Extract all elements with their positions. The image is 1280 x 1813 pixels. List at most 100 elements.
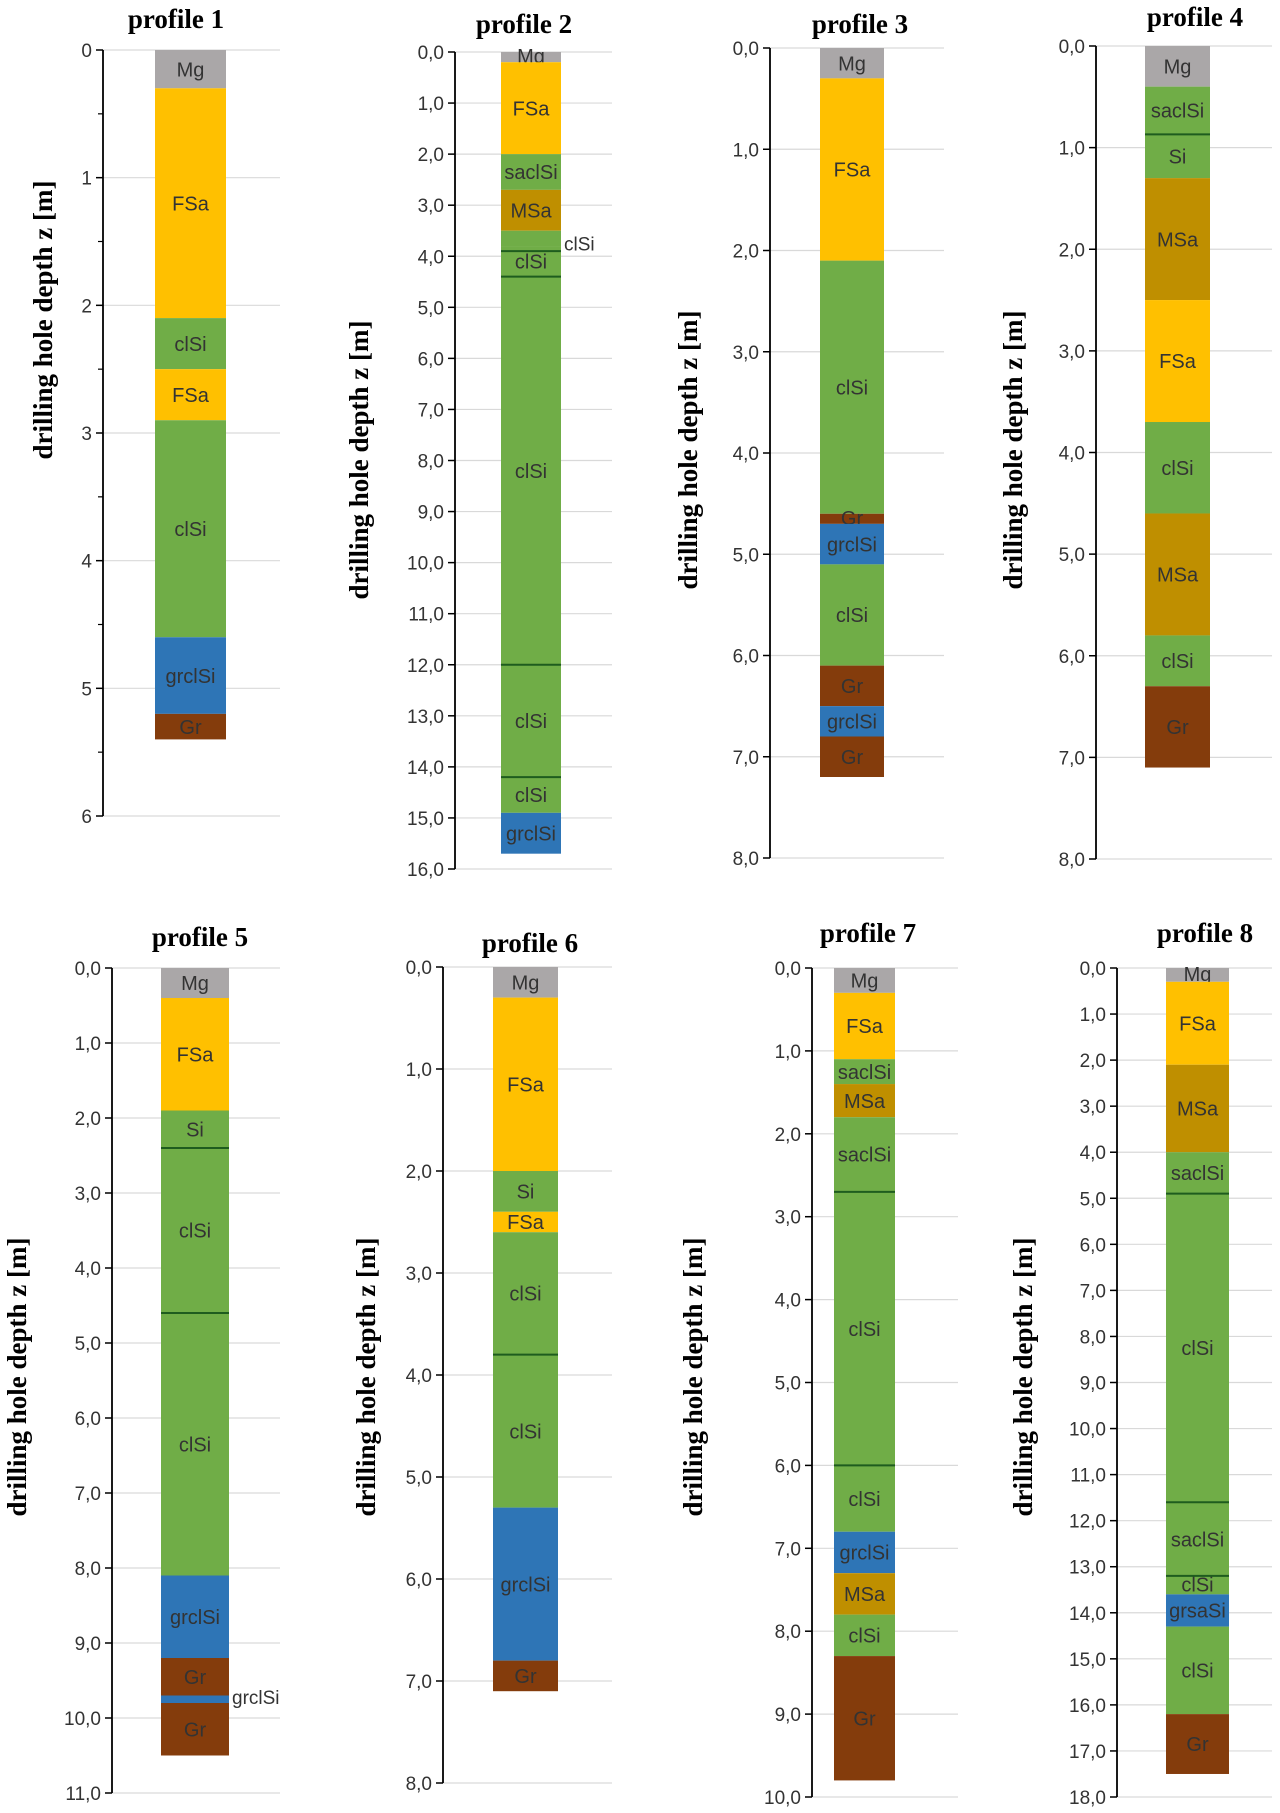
chart-title: profile 2 xyxy=(476,9,572,39)
tick-label: 0,0 xyxy=(1059,37,1085,58)
y-axis-label: drilling hole depth z [m] xyxy=(998,310,1028,589)
layer-grsaSi xyxy=(1166,1594,1229,1627)
layer-label: grclSi xyxy=(827,534,877,556)
layer-MSa xyxy=(1145,513,1210,636)
tick-label: 1 xyxy=(81,169,92,190)
layer-label: Si xyxy=(1169,146,1187,168)
tick-label: 8,0 xyxy=(418,452,444,473)
tick-label: 9,0 xyxy=(418,503,444,524)
tick-label: 2,0 xyxy=(418,145,444,166)
layer-grclSi xyxy=(493,1507,558,1661)
layer-label: clSi xyxy=(515,785,547,807)
layer-saclSi xyxy=(1166,1152,1229,1194)
layer-label: clSi xyxy=(174,334,206,356)
layer-label: FSa xyxy=(1159,351,1197,373)
y-axis-label: drilling hole depth z [m] xyxy=(1008,1237,1038,1516)
tick-label: 2,0 xyxy=(1080,1051,1106,1072)
tick-label: 5,0 xyxy=(1080,1189,1106,1210)
layer-label: Mg xyxy=(1184,964,1212,986)
layer-Mg xyxy=(161,968,229,998)
layer-label: MSa xyxy=(1157,229,1199,251)
tick-label: 5,0 xyxy=(775,1374,801,1395)
profile-chart-3: profile 3 drilling hole depth z [m] 0,0 1,0… xyxy=(673,9,944,870)
layer-label: saclSi xyxy=(1171,1529,1224,1551)
profile-chart-2: profile 2 drilling hole depth z [m] 0,0 1,0… xyxy=(344,9,612,881)
layer-clSi xyxy=(1145,422,1210,514)
layer-clSi xyxy=(493,1232,558,1355)
layer-Mg xyxy=(820,48,884,79)
layer-Mg xyxy=(834,968,895,993)
tick-label: 14,0 xyxy=(407,758,444,779)
layer-label: FSa xyxy=(172,193,210,215)
layer-label: grsaSi xyxy=(1169,1601,1226,1623)
tick-label: 0 xyxy=(81,41,92,62)
tick-label: 6 xyxy=(81,807,92,828)
layer-label: clSi xyxy=(1181,1338,1213,1360)
layer-clSi xyxy=(834,1191,895,1466)
tick-label: 2,0 xyxy=(75,1109,101,1130)
tick-label: 8,0 xyxy=(775,1622,801,1643)
tick-label: 5,0 xyxy=(75,1334,101,1355)
profile-chart-5: profile 5 drilling hole depth z [m] 0,0 1,0… xyxy=(2,922,280,1805)
layer-label: clSi xyxy=(509,1421,541,1443)
profile-chart-6: profile 6 drilling hole depth z [m] 0,0 1,0… xyxy=(351,928,612,1795)
layer-clSi xyxy=(501,276,561,665)
tick-label: 10,0 xyxy=(64,1709,101,1730)
layer-label: Si xyxy=(517,1182,535,1204)
layer-saclSi xyxy=(1145,86,1210,135)
layer-label: MSa xyxy=(510,200,552,222)
layer-label: MSa xyxy=(1157,565,1199,587)
layer-label: saclSi xyxy=(504,162,557,184)
layer-clSi xyxy=(834,1614,895,1657)
layer-label: Gr xyxy=(1186,1734,1209,1756)
layer-label: Mg xyxy=(177,59,205,81)
chart-title: profile 7 xyxy=(820,918,916,948)
layer-clSi xyxy=(501,664,561,778)
layer-clSi xyxy=(155,318,226,370)
tick-label: 6,0 xyxy=(418,349,444,370)
layer-grclSi xyxy=(820,706,884,737)
tick-label: 1,0 xyxy=(1059,139,1085,160)
tick-label: 7,0 xyxy=(775,1539,801,1560)
layer-label: clSi xyxy=(1161,651,1193,673)
y-axis-label: drilling hole depth z [m] xyxy=(673,310,703,589)
layer-label: clSi xyxy=(848,1319,880,1341)
layer-label: FSa xyxy=(513,98,551,120)
tick-label: 7,0 xyxy=(75,1484,101,1505)
side-annotation: clSi xyxy=(564,234,595,255)
tick-label: 4,0 xyxy=(1080,1143,1106,1164)
layer-Gr xyxy=(161,1658,229,1696)
layer-label: grclSi xyxy=(165,666,215,688)
layer-FSa xyxy=(834,992,895,1060)
tick-label: 5,0 xyxy=(733,545,759,566)
chart-title: profile 3 xyxy=(812,9,908,39)
tick-label: 8,0 xyxy=(733,849,759,870)
tick-label: 7,0 xyxy=(733,748,759,769)
tick-label: 9,0 xyxy=(775,1705,801,1726)
tick-label: 18,0 xyxy=(1069,1788,1106,1809)
layer-FSa xyxy=(1166,981,1229,1065)
tick-label: 11,0 xyxy=(408,605,444,626)
layer-grclSi xyxy=(155,637,226,714)
tick-label: 12,0 xyxy=(1069,1512,1106,1533)
tick-label: 5,0 xyxy=(1059,545,1085,566)
profile-chart-4: profile 4 drilling hole depth z [m] 0,0 1,0… xyxy=(998,2,1272,871)
tick-label: 5,0 xyxy=(418,298,444,319)
layer-Gr xyxy=(834,1656,895,1781)
layer-clSi xyxy=(1166,1626,1229,1715)
tick-label: 2,0 xyxy=(775,1125,801,1146)
layer-label: FSa xyxy=(834,160,872,182)
layer-clSi xyxy=(161,1148,229,1313)
tick-label: 4,0 xyxy=(775,1291,801,1312)
tick-label: 4,0 xyxy=(418,247,444,268)
layer-label: FSa xyxy=(177,1044,215,1066)
layer-clSi xyxy=(834,1465,895,1532)
layer-grclSi xyxy=(820,523,884,565)
tick-label: 0,0 xyxy=(775,959,801,980)
tick-label: 12,0 xyxy=(407,656,444,677)
layer-Si xyxy=(1145,134,1210,179)
tick-label: 0,0 xyxy=(1080,959,1106,980)
layer-clSi xyxy=(155,420,226,638)
tick-label: 6,0 xyxy=(775,1456,801,1477)
tick-label: 8,0 xyxy=(406,1774,432,1795)
